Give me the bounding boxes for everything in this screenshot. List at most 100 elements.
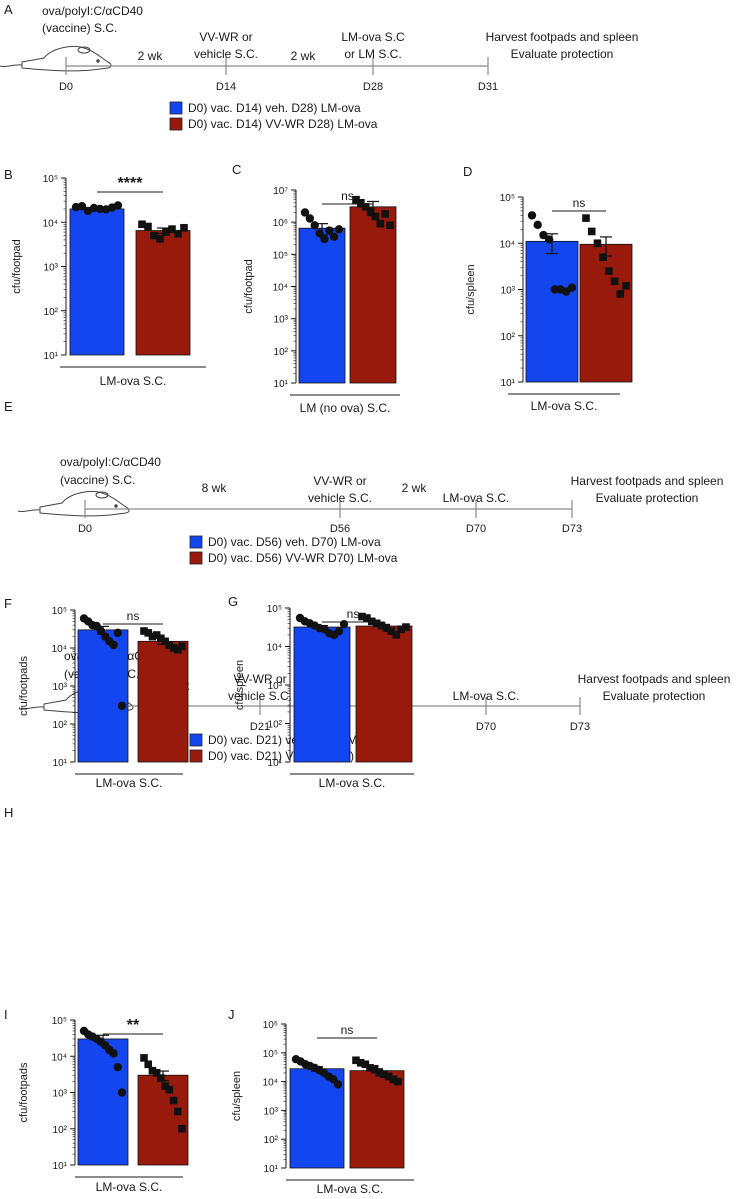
timeline-event-label: Harvest footpads and spleen bbox=[571, 474, 724, 488]
y-tick-label: 10² bbox=[501, 332, 516, 343]
data-point bbox=[622, 282, 630, 290]
data-point bbox=[109, 640, 118, 650]
data-point bbox=[361, 203, 370, 211]
legend-swatch bbox=[189, 733, 203, 747]
y-tick-label: 10⁵ bbox=[273, 250, 288, 261]
bar bbox=[349, 1070, 405, 1169]
x-axis-label: LM (no ova) S.C. bbox=[300, 401, 391, 415]
x-axis-label: LM-ova S.C. bbox=[317, 1182, 384, 1196]
mouse-body bbox=[21, 45, 112, 72]
data-point bbox=[168, 225, 176, 233]
data-point bbox=[150, 231, 158, 240]
data-point bbox=[333, 1080, 343, 1089]
data-point bbox=[140, 627, 148, 635]
data-point bbox=[144, 222, 152, 231]
data-point bbox=[173, 1107, 182, 1116]
data-point bbox=[157, 1074, 165, 1082]
y-axis-label: cfu/spleen bbox=[231, 1071, 243, 1121]
timeline-day-label: D56 bbox=[330, 523, 350, 535]
data-point bbox=[361, 1060, 370, 1069]
data-point bbox=[366, 1064, 374, 1072]
data-point bbox=[539, 230, 548, 240]
legend-swatch bbox=[189, 535, 203, 549]
data-point bbox=[178, 642, 186, 651]
bar bbox=[298, 227, 346, 384]
significance-label: **** bbox=[118, 175, 144, 192]
timeline-day-label: D70 bbox=[466, 523, 486, 535]
y-tick-label: 10² bbox=[274, 347, 289, 358]
bar bbox=[77, 1038, 129, 1166]
data-point bbox=[593, 239, 602, 248]
timeline-event-label: Harvest footpads and spleen bbox=[578, 672, 731, 686]
data-point bbox=[157, 634, 165, 643]
bar bbox=[137, 640, 189, 763]
legend-swatch bbox=[189, 551, 203, 565]
bar bbox=[579, 243, 633, 383]
data-point bbox=[377, 621, 386, 630]
timeline-day-label: D28 bbox=[363, 81, 383, 93]
data-point bbox=[357, 199, 365, 207]
mouse-body bbox=[39, 490, 130, 517]
y-tick-label: 10² bbox=[268, 720, 283, 731]
y-tick-label: 10³ bbox=[53, 682, 68, 693]
data-point bbox=[310, 221, 319, 230]
y-tick-label: 10⁵ bbox=[43, 174, 58, 185]
data-point bbox=[352, 1056, 360, 1065]
data-point bbox=[325, 226, 334, 235]
interval-label: 2 wk bbox=[291, 49, 317, 63]
data-point bbox=[533, 220, 542, 230]
panel-letter-h: H bbox=[4, 805, 13, 820]
data-point bbox=[358, 612, 366, 621]
legend-swatch bbox=[169, 117, 183, 131]
data-point bbox=[95, 204, 105, 214]
vaccine-label: (vaccine) S.C. bbox=[42, 21, 117, 35]
data-point bbox=[180, 223, 188, 232]
y-tick-label: 10⁶ bbox=[263, 1020, 278, 1031]
data-point bbox=[397, 625, 405, 634]
y-tick-label: 10³ bbox=[44, 263, 59, 274]
timeline-event-label: or LM S.C. bbox=[344, 47, 401, 61]
legend-swatch bbox=[169, 101, 183, 115]
legend-entry: D0) vac. D14) veh. D28) LM-ova bbox=[188, 101, 361, 115]
bar bbox=[349, 206, 397, 384]
mouse-ear bbox=[95, 491, 109, 499]
data-point bbox=[113, 628, 122, 638]
timeline-day-label: D21 bbox=[250, 721, 270, 733]
y-tick-label: 10³ bbox=[264, 1106, 279, 1117]
y-tick-label: 10⁴ bbox=[52, 644, 67, 655]
data-point bbox=[384, 1072, 393, 1081]
timeline-event-label: VV-WR or bbox=[313, 474, 366, 488]
data-point bbox=[380, 1070, 388, 1079]
y-tick-label: 10⁴ bbox=[500, 239, 515, 250]
data-point bbox=[567, 283, 577, 292]
mouse-tail bbox=[17, 509, 41, 513]
interval-label: 2 wk bbox=[138, 49, 164, 63]
y-tick-label: 10² bbox=[264, 1135, 279, 1146]
data-point bbox=[363, 614, 371, 622]
y-tick-label: 10¹ bbox=[53, 758, 68, 769]
data-point bbox=[402, 623, 410, 631]
y-tick-label: 10¹ bbox=[53, 1161, 68, 1172]
data-point bbox=[165, 1085, 174, 1094]
timeline-event-label: vehicle S.C. bbox=[194, 47, 258, 61]
data-point bbox=[610, 277, 619, 286]
data-point bbox=[320, 234, 329, 244]
data-point bbox=[389, 1075, 398, 1084]
y-tick-label: 10⁴ bbox=[263, 1078, 278, 1089]
panel-letter-f: F bbox=[4, 596, 12, 611]
mouse-eye bbox=[96, 59, 100, 63]
mouse-icon bbox=[17, 490, 130, 517]
bar bbox=[355, 625, 413, 763]
significance-label: ** bbox=[127, 1017, 140, 1034]
data-point bbox=[109, 1049, 118, 1058]
data-point bbox=[605, 267, 613, 275]
mouse-eye bbox=[114, 504, 118, 508]
vaccine-label: (vaccine) S.C. bbox=[60, 473, 135, 487]
data-point bbox=[113, 201, 123, 210]
data-point bbox=[140, 1054, 148, 1062]
data-point bbox=[352, 195, 360, 204]
data-point bbox=[138, 220, 146, 229]
data-point bbox=[156, 235, 164, 243]
mouse-tail bbox=[0, 64, 23, 68]
